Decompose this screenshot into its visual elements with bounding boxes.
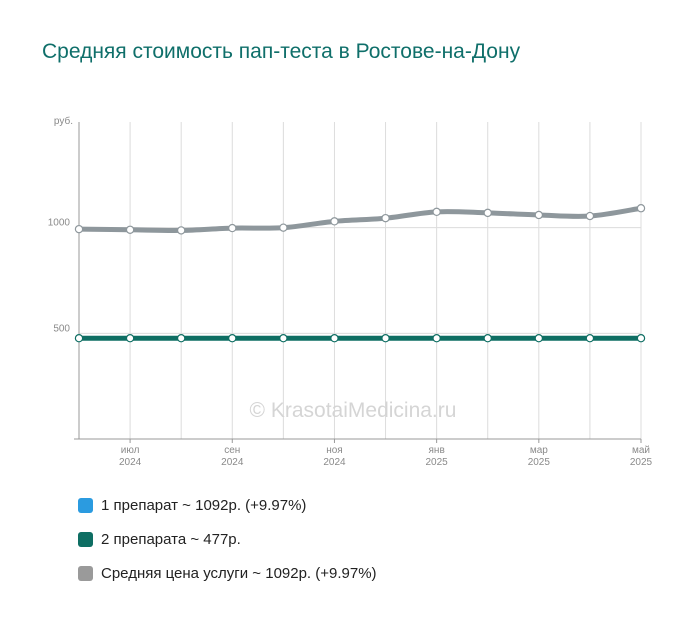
legend-label: Средняя цена услуги ~ 1092р. (+9.97%) bbox=[101, 564, 377, 582]
data-point bbox=[585, 333, 595, 343]
data-point bbox=[636, 204, 646, 213]
x-tick-label-year: 2025 bbox=[630, 457, 653, 468]
data-point bbox=[279, 333, 288, 343]
x-tick-label-year: 2024 bbox=[221, 457, 244, 468]
data-point bbox=[125, 333, 135, 343]
x-tick-label-month: июл bbox=[121, 445, 140, 456]
data-point bbox=[125, 225, 135, 234]
data-point bbox=[432, 207, 441, 217]
data-point bbox=[483, 208, 492, 218]
legend-swatch-icon bbox=[78, 531, 93, 547]
line-chart: 5001000руб.июл2024сен2024ноя2024янв2025м… bbox=[48, 115, 653, 468]
data-point bbox=[330, 217, 339, 226]
data-point bbox=[483, 333, 492, 343]
legend-label: 2 препарата ~ 477р. bbox=[101, 530, 241, 548]
data-point bbox=[534, 333, 544, 343]
legend: 1 препарат ~ 1092р. (+9.97%) 2 препарата… bbox=[78, 488, 377, 590]
x-tick-label-year: 2024 bbox=[323, 457, 346, 468]
legend-item-average-price[interactable]: Средняя цена услуги ~ 1092р. (+9.97%) bbox=[78, 556, 377, 590]
x-tick-label-year: 2024 bbox=[119, 457, 142, 468]
data-point bbox=[330, 333, 339, 343]
x-tick-label-year: 2025 bbox=[426, 457, 449, 468]
data-point bbox=[176, 333, 186, 343]
chart-title: Средняя стоимость пап-теста в Ростове-на… bbox=[42, 40, 521, 63]
watermark-text: © KrasotaiMedicina.ru bbox=[250, 399, 457, 422]
x-tick-label-month: май bbox=[632, 445, 650, 456]
legend-swatch-icon bbox=[78, 497, 93, 513]
data-point bbox=[432, 333, 441, 343]
data-point bbox=[381, 333, 390, 343]
y-tick-label: 500 bbox=[53, 323, 70, 334]
x-tick-label-year: 2025 bbox=[528, 457, 551, 468]
legend-item-2-preparata[interactable]: 2 препарата ~ 477р. bbox=[78, 522, 377, 556]
data-point bbox=[74, 333, 84, 343]
series-line-0 bbox=[76, 205, 644, 233]
data-point bbox=[381, 213, 390, 223]
legend-label: 1 препарат ~ 1092р. (+9.97%) bbox=[101, 496, 307, 514]
data-point bbox=[228, 223, 237, 233]
x-tick-label-month: мар bbox=[530, 445, 548, 456]
legend-item-1-preparat[interactable]: 1 препарат ~ 1092р. (+9.97%) bbox=[78, 488, 377, 522]
data-point bbox=[228, 333, 237, 343]
data-point bbox=[74, 224, 84, 234]
x-tick-label-month: янв bbox=[429, 445, 445, 456]
data-point bbox=[176, 226, 186, 235]
data-point bbox=[585, 211, 595, 221]
y-tick-label: 1000 bbox=[48, 218, 71, 229]
x-tick-label-month: ноя bbox=[326, 445, 343, 456]
x-tick-label-month: сен bbox=[224, 445, 240, 456]
data-point bbox=[279, 223, 288, 232]
data-point bbox=[636, 333, 646, 343]
data-point bbox=[534, 210, 544, 220]
y-axis-unit: руб. bbox=[54, 115, 73, 127]
legend-swatch-icon bbox=[78, 565, 93, 581]
